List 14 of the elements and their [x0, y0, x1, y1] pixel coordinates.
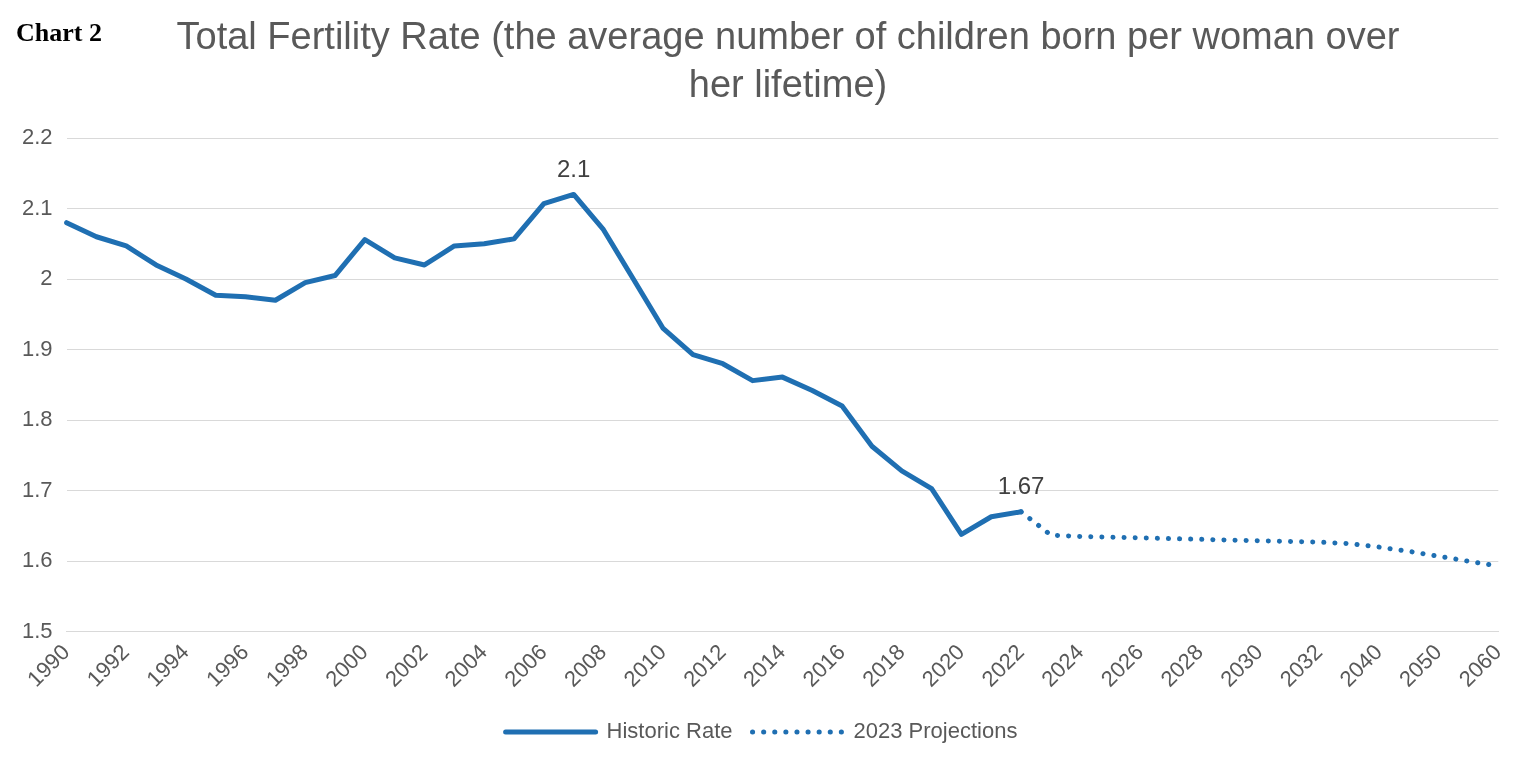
y-tick-label: 2 — [40, 265, 53, 291]
y-tick-label: 2.1 — [21, 194, 53, 220]
y-tick-label: 1.5 — [21, 617, 53, 643]
caption: Chart 2 — [16, 18, 102, 48]
legend-label: 2023 Projections — [853, 718, 1018, 744]
legend-label: Historic Rate — [606, 718, 733, 744]
chart-title: Total Fertility Rate (the average number of children born per woman over her lifetime) — [175, 14, 1401, 107]
y-tick-label: 2.2 — [21, 124, 53, 150]
y-tick-label: 1.6 — [21, 547, 53, 573]
y-tick-label: 1.7 — [21, 476, 53, 502]
data-label: 1.67 — [997, 472, 1045, 500]
y-tick-label: 1.8 — [21, 406, 53, 432]
y-tick-label: 1.9 — [21, 335, 53, 361]
data-label: 2.1 — [556, 155, 591, 183]
